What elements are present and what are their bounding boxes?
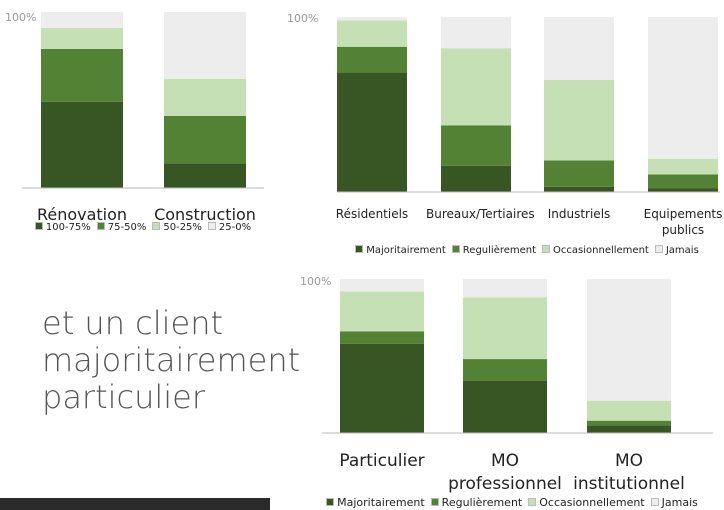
legend: 100-75% 75-50% 50-25% 25-0%	[22, 222, 264, 233]
bar-segment	[41, 12, 123, 28]
legend-label: Regulièrement	[441, 496, 523, 509]
bar-segment	[463, 279, 547, 298]
x-tick-label: Industriels	[547, 207, 611, 221]
legend-item: Majoritairement	[326, 496, 425, 509]
y-tick-label: 100%	[287, 12, 319, 25]
bar-segment	[648, 17, 718, 159]
bar-segment	[648, 158, 718, 175]
legend-item: Regulièrement	[451, 245, 537, 256]
legend-item: Occasionnellement	[542, 245, 649, 256]
legend-label: 50-25%	[163, 222, 202, 233]
x-tick-label: Résidentiels	[335, 207, 409, 221]
legend-item: Jamais	[654, 245, 699, 256]
legend-label: 100-75%	[45, 222, 91, 233]
legend-swatch	[654, 245, 663, 253]
bar-segment	[340, 291, 424, 332]
legend-item: 25-0%	[207, 222, 252, 233]
x-tick-label: Rénovation	[36, 205, 128, 224]
y-tick-label: 100%	[5, 11, 37, 24]
legend-label: 75-50%	[107, 222, 147, 233]
legend-item: 100-75%	[34, 222, 91, 233]
bar-segment	[441, 165, 511, 192]
bar-segment	[463, 359, 547, 381]
legend-item: Occasionnellement	[528, 496, 645, 509]
legend-item: Regulièrement	[430, 496, 523, 509]
y-tick-label: 100%	[300, 275, 332, 288]
bar-segment	[544, 17, 614, 80]
bar-segment	[587, 425, 671, 433]
bar-segment	[587, 420, 671, 426]
legend-swatch	[528, 498, 537, 506]
bar-segment	[463, 297, 547, 360]
bar-segment	[544, 160, 614, 187]
legend-label: Regulièrement	[462, 245, 537, 256]
bar-segment	[41, 101, 123, 188]
slide-text: et un client majoritairement particulier	[42, 304, 301, 416]
legend-label: Jamais	[661, 496, 698, 509]
legend-label: Occasionnellement	[553, 245, 649, 256]
x-tick-label: MO institutionnel	[573, 451, 685, 494]
legend-label: 25-0%	[218, 222, 252, 233]
bar-segment	[41, 27, 123, 49]
legend-label: Jamais	[665, 245, 699, 256]
bar-segment	[463, 380, 547, 433]
bar-segment	[164, 12, 246, 79]
bar-segment	[648, 188, 718, 192]
bar-segment	[587, 400, 671, 421]
bar-segment	[587, 279, 671, 401]
legend-label: Majoritairement	[337, 496, 425, 509]
bar-segment	[441, 125, 511, 166]
legend-item: Majoritairement	[355, 245, 446, 256]
legend-item: Jamais	[650, 496, 698, 509]
bar-segment	[544, 186, 614, 192]
bar-segment	[337, 46, 407, 73]
bar-segment	[648, 174, 718, 189]
bar-segment	[340, 331, 424, 344]
footer-band	[0, 498, 270, 510]
bar-segment	[441, 17, 511, 49]
legend: Majoritairement Regulièrement Occasionnell…	[330, 245, 724, 256]
x-tick-label: Particulier	[339, 451, 425, 471]
x-tick-label: MO professionnel	[448, 451, 562, 494]
bar-segment	[340, 279, 424, 292]
legend-swatch	[542, 245, 551, 253]
legend-swatch	[355, 245, 364, 253]
bar-segment	[337, 17, 407, 21]
bar-segment	[441, 48, 511, 126]
x-tick-label: Equipements publics	[643, 207, 723, 238]
legend-swatch	[326, 498, 335, 506]
legend-swatch	[430, 498, 439, 506]
legend-label: Occasionnellement	[539, 496, 645, 509]
bar-segment	[164, 163, 246, 188]
legend-swatch	[96, 222, 105, 230]
legend-swatch	[207, 222, 216, 230]
bar-segment	[340, 343, 424, 433]
legend-swatch	[650, 498, 659, 506]
x-tick-label: Bureaux/Tertiaires	[426, 207, 535, 221]
legend-swatch	[152, 222, 161, 230]
bar-segment	[337, 73, 407, 192]
bar-segment	[544, 80, 614, 161]
legend-item: 50-25%	[152, 222, 202, 233]
x-tick-label: Construction	[154, 205, 256, 224]
bar-segment	[164, 78, 246, 116]
legend: Majoritairement Regulièrement Occasionnell…	[300, 496, 724, 509]
legend-item: 75-50%	[96, 222, 147, 233]
legend-label: Majoritairement	[366, 245, 446, 256]
legend-swatch	[451, 245, 460, 253]
bar-segment	[41, 48, 123, 102]
bar-segment	[164, 115, 246, 164]
legend-swatch	[34, 222, 43, 230]
bar-segment	[337, 20, 407, 47]
